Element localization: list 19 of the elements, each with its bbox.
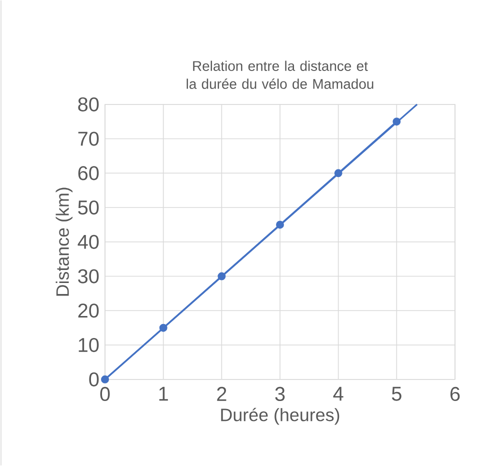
x-tick-label: 0 [100, 387, 110, 402]
x-tick-label: 3 [275, 387, 285, 402]
y-tick-label: 70 [78, 132, 99, 146]
y-tick-label: 50 [78, 200, 99, 215]
x-tick-label: 5 [392, 387, 402, 401]
y-tick-label: 10 [78, 338, 99, 352]
y-tick-label: 20 [78, 304, 99, 318]
chart-title: Relation entre la distance et la durée du vélo de Mamadou [186, 60, 374, 90]
x-tick-label: 1 [159, 387, 168, 401]
x-tick-label: 2 [217, 387, 226, 401]
y-tick-label: 0 [89, 372, 99, 387]
y-tick-label: 60 [78, 166, 99, 180]
y-tick-label: 30 [78, 269, 99, 284]
x-axis-title: Durée (heures) [221, 408, 340, 425]
y-axis-title: Distance (km) [56, 188, 72, 296]
x-tick-label: 6 [450, 387, 460, 402]
y-tick-label: 80 [78, 97, 99, 112]
y-tick-label: 40 [78, 234, 99, 250]
x-tick-label: 4 [333, 387, 344, 401]
